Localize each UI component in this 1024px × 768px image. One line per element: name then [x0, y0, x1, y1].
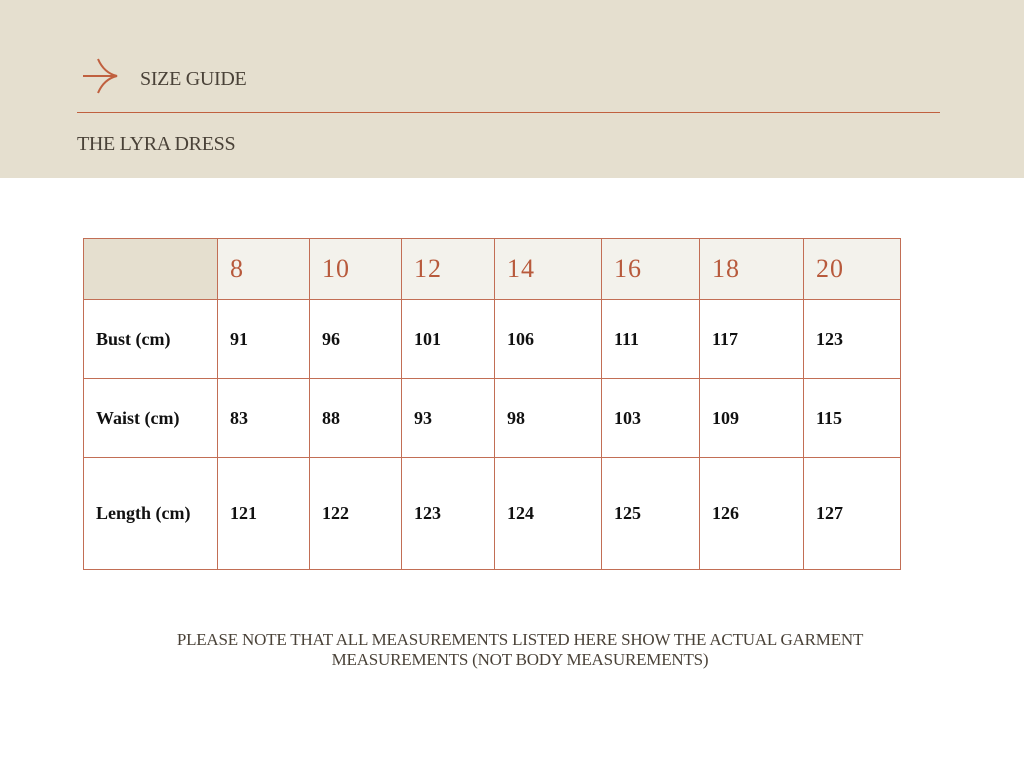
measurement-note: PLEASE NOTE THAT ALL MEASUREMENTS LISTED…: [0, 630, 1024, 670]
row-label: Waist (cm): [83, 378, 218, 458]
row-label: Length (cm): [83, 457, 218, 570]
cell: 101: [401, 299, 495, 379]
note-line-1: PLEASE NOTE THAT ALL MEASUREMENTS LISTED…: [176, 630, 864, 649]
table-row: Bust (cm) 91 96 101 106 111 117 123: [83, 299, 901, 379]
cell: 83: [217, 378, 310, 458]
row-label: Bust (cm): [83, 299, 218, 379]
table-row: Waist (cm) 83 88 93 98 103 109 115: [83, 378, 901, 458]
cell: 93: [401, 378, 495, 458]
cell: 121: [217, 457, 310, 570]
cell: 115: [803, 378, 901, 458]
product-name: THE LYRA DRESS: [77, 133, 236, 155]
cell: 106: [494, 299, 602, 379]
page-title: SIZE GUIDE: [140, 68, 247, 90]
table-row: Length (cm) 121 122 123 124 125 126 127: [83, 457, 901, 570]
size-header: 18: [699, 238, 804, 300]
cell: 111: [601, 299, 700, 379]
size-header: 8: [217, 238, 310, 300]
header-band: [0, 0, 1024, 178]
cell: 96: [309, 299, 402, 379]
cell: 127: [803, 457, 901, 570]
cell: 117: [699, 299, 804, 379]
size-header-row: 8 10 12 14 16 18 20: [83, 238, 901, 300]
cell: 124: [494, 457, 602, 570]
note-line-2: MEASUREMENTS (NOT BODY MEASUREMENTS): [331, 650, 709, 669]
cell: 125: [601, 457, 700, 570]
cell: 126: [699, 457, 804, 570]
size-header: 14: [494, 238, 602, 300]
cell: 109: [699, 378, 804, 458]
cell: 122: [309, 457, 402, 570]
cell: 98: [494, 378, 602, 458]
cell: 91: [217, 299, 310, 379]
arrow-right-icon: [83, 58, 118, 94]
cell: 103: [601, 378, 700, 458]
size-header: 16: [601, 238, 700, 300]
cell: 88: [309, 378, 402, 458]
size-table: 8 10 12 14 16 18 20 Bust (cm) 91 96 101 …: [83, 238, 901, 570]
size-header: 10: [309, 238, 402, 300]
divider: [77, 112, 940, 113]
corner-cell: [83, 238, 218, 300]
cell: 123: [401, 457, 495, 570]
size-header: 20: [803, 238, 901, 300]
size-header: 12: [401, 238, 495, 300]
cell: 123: [803, 299, 901, 379]
